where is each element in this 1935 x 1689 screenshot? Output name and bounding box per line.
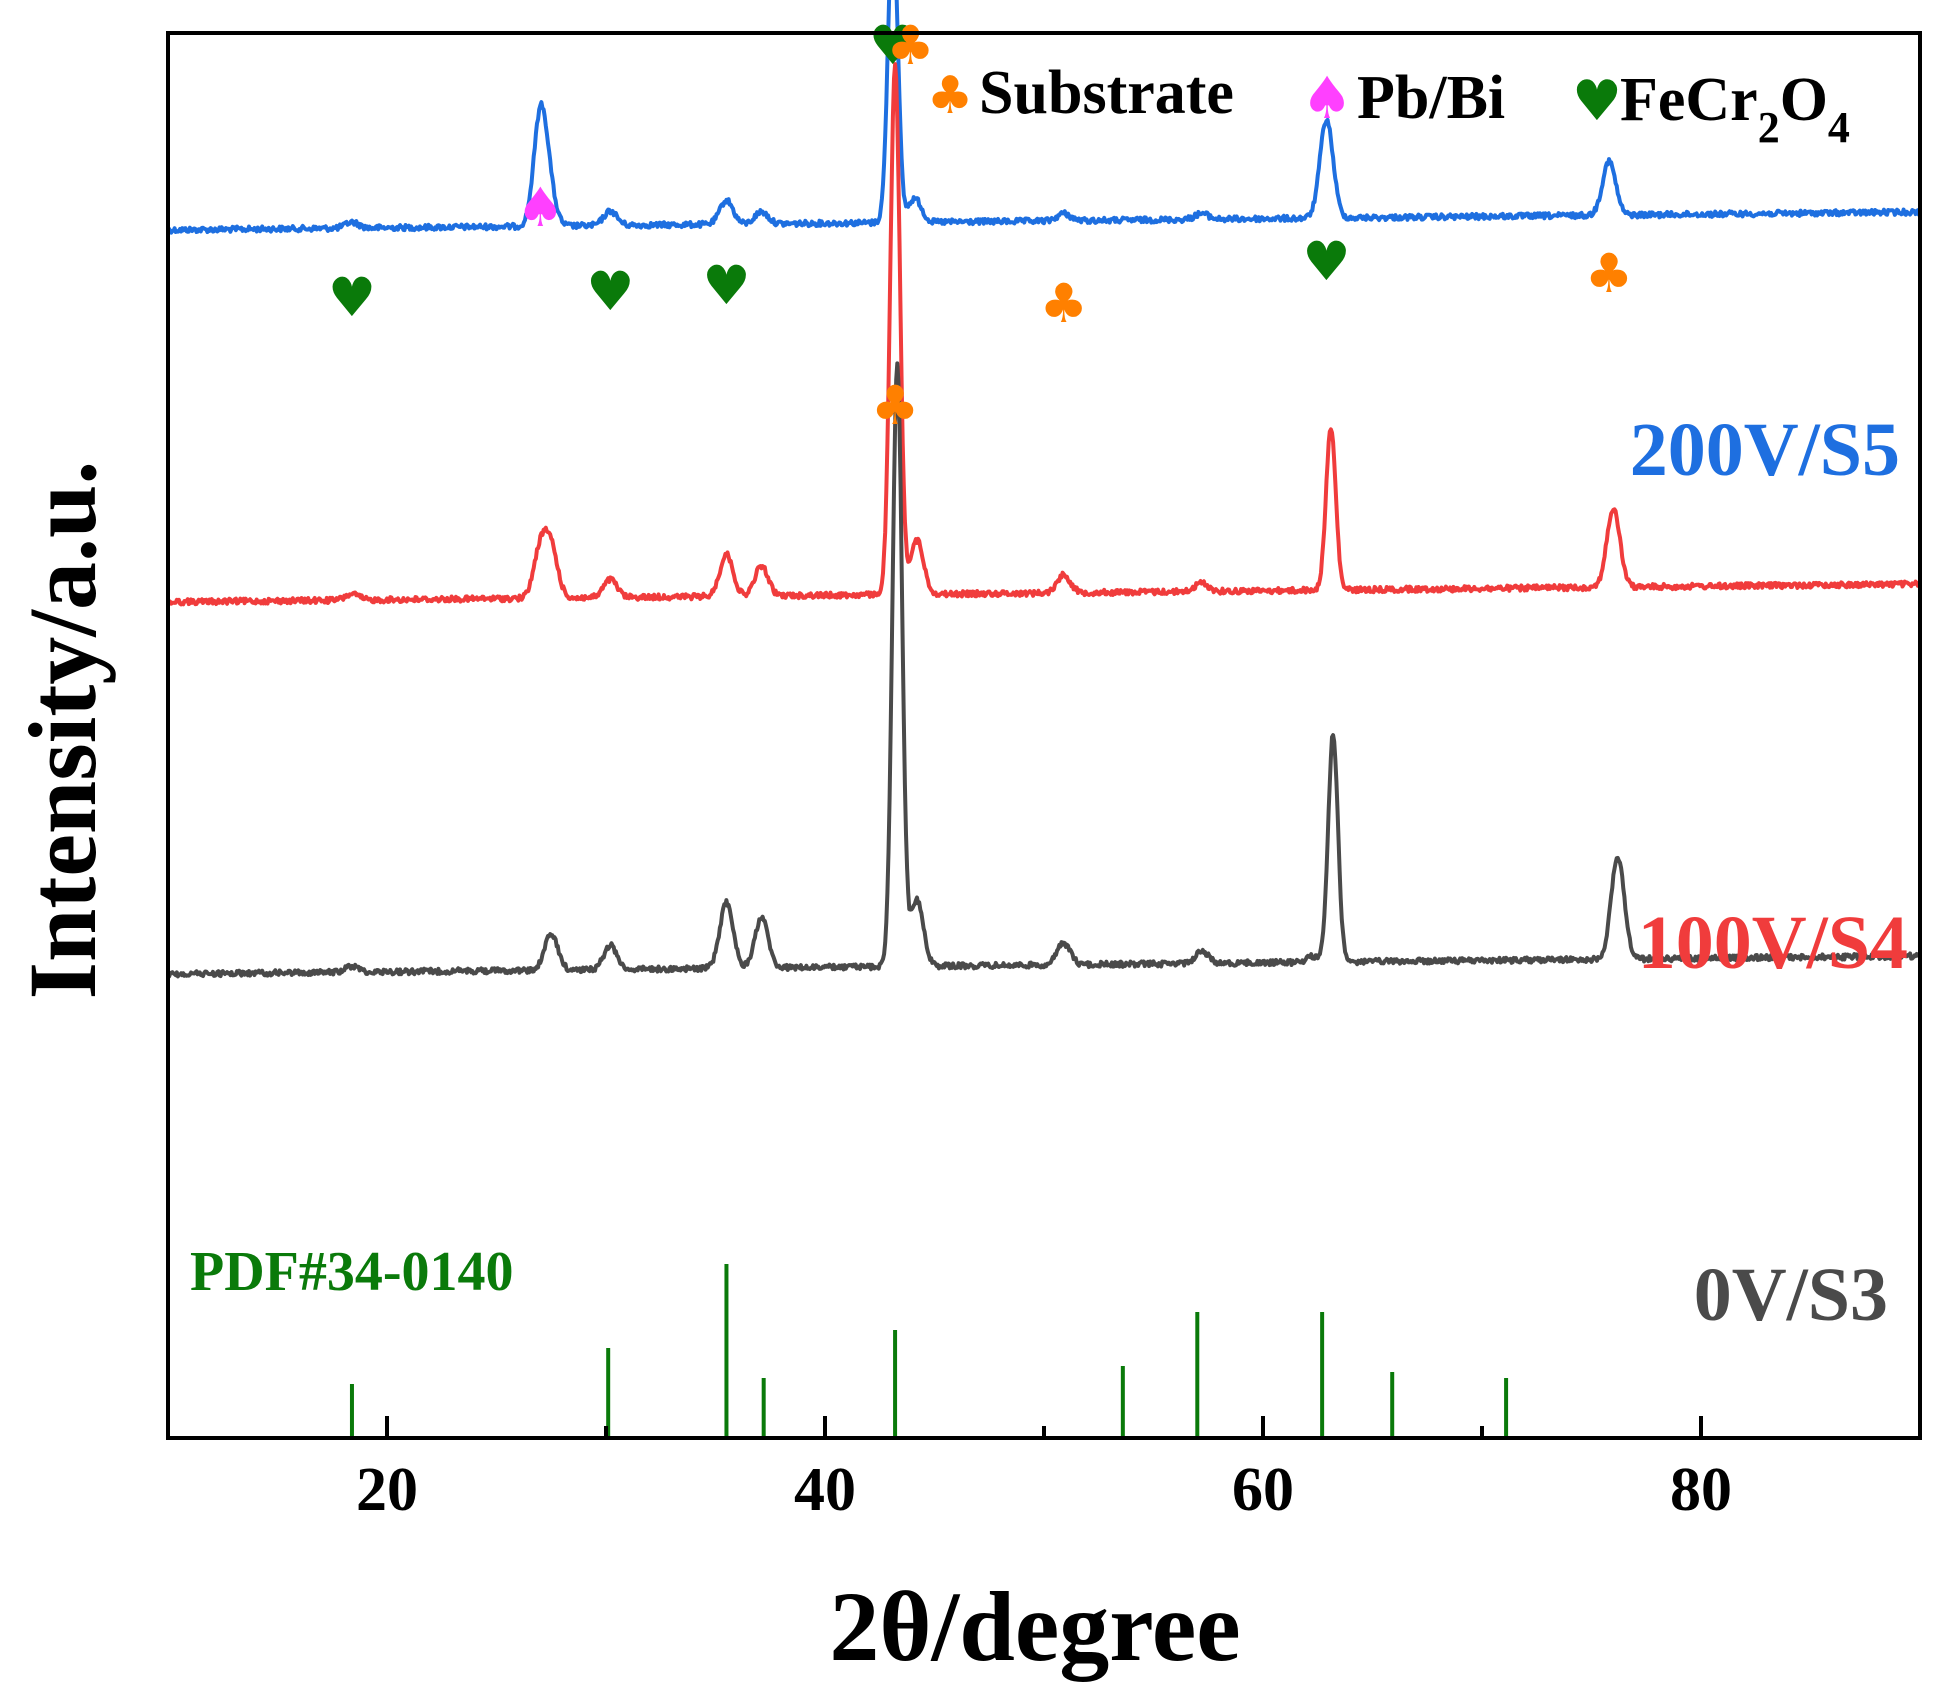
plot-frame — [166, 31, 1922, 1440]
x-tick-label-40: 40 — [794, 1456, 856, 1524]
series-label-200v-s5: 200V/S5 — [1630, 408, 1900, 492]
peak-marker-6: ♣ — [1039, 272, 1087, 335]
peak-marker-3: ♥ — [702, 254, 750, 317]
series-label-layer: 200V/S5 100V/S4 0V/S3 — [1630, 408, 1908, 1337]
x-tick-label-60: 60 — [1232, 1456, 1294, 1524]
series-line-200v-s5 — [166, 0, 1922, 235]
series-line-100v-s4 — [166, 62, 1922, 607]
reference-pattern-label: PDF#34-0140 — [190, 1241, 514, 1303]
series-layer — [166, 0, 1922, 979]
peak-marker-5: ♣ — [886, 14, 934, 77]
legend: ♣ Substrate ♠ Pb/Bi ♥ FeCr2O4 — [927, 59, 1850, 152]
peak-marker-4: ♥ — [869, 14, 917, 77]
peak-marker-layer: ♥♠♥ ♥♥♣♣♥ ♣♣ — [328, 14, 1633, 437]
peak-marker-9: ♣ — [871, 374, 919, 437]
legend-fecr2o4-symbol: ♥ — [1572, 69, 1622, 134]
peak-marker-2: ♥ — [586, 260, 634, 323]
reference-pattern-layer — [349, 1264, 1509, 1438]
x-axis-ticks: 20 40 60 80 — [166, 1416, 1922, 1524]
legend-fecr2o4-label: FeCr2O4 — [1620, 66, 1850, 152]
peak-marker-7: ♥ — [1302, 230, 1350, 293]
series-line-0v-s3 — [166, 361, 1922, 979]
peak-marker-1: ♠ — [516, 176, 564, 239]
x-axis-title: 2θ/degree — [829, 1571, 1240, 1682]
legend-substrate-label: Substrate — [979, 59, 1234, 127]
legend-pbbi-symbol: ♠ — [1301, 64, 1353, 132]
series-label-0v-s3: 0V/S3 — [1694, 1253, 1888, 1337]
legend-pbbi-label: Pb/Bi — [1357, 64, 1505, 132]
x-tick-label-80: 80 — [1670, 1456, 1732, 1524]
peak-marker-0: ♥ — [328, 266, 376, 329]
x-tick-label-20: 20 — [356, 1456, 418, 1524]
y-axis-title: Intensity/a.u. — [9, 461, 116, 1000]
legend-substrate-symbol: ♣ — [927, 66, 974, 126]
series-label-100v-s4: 100V/S4 — [1638, 901, 1908, 985]
peak-marker-8: ♣ — [1585, 242, 1633, 305]
